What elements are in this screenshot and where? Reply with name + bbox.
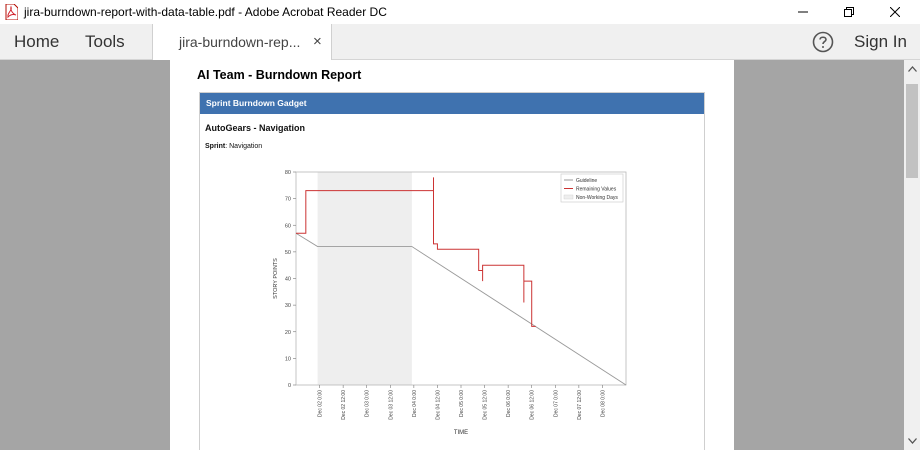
y-tick-label: 80 (285, 170, 291, 176)
vertical-scrollbar[interactable] (904, 60, 920, 450)
pdf-page: AI Team - Burndown Report Sprint Burndow… (170, 60, 734, 450)
title-bar: jira-burndown-report-with-data-table.pdf… (0, 0, 920, 24)
legend-swatch (563, 194, 574, 200)
non-working-band (317, 172, 412, 385)
y-tick-label: 50 (285, 250, 291, 256)
sprint-line: Sprint: Navigation (205, 143, 262, 150)
remaining-values-series (296, 177, 536, 327)
guideline-series (295, 232, 627, 386)
x-tick-label: Dec 08 0:00 (600, 390, 606, 417)
document-tab-label: jira-burndown-rep... (179, 34, 301, 50)
minimize-button[interactable] (780, 0, 826, 24)
chevron-down-icon (907, 438, 917, 444)
x-tick-label: Dec 03 0:00 (365, 390, 371, 417)
x-tick-label: Dec 02 12:00 (341, 390, 347, 420)
minimize-icon (798, 11, 808, 13)
restore-icon (844, 7, 854, 17)
restore-button[interactable] (826, 0, 872, 24)
x-tick-label: Dec 06 0:00 (506, 390, 512, 417)
x-axis-label: TIME (454, 430, 468, 436)
y-tick-label: 30 (285, 303, 291, 309)
legend-label: Non-Working Days (576, 195, 618, 201)
legend-label: Remaining Values (576, 186, 617, 192)
y-tick-label: 10 (285, 356, 291, 362)
y-tick-label: 20 (285, 330, 291, 336)
board-name: AutoGears - Navigation (205, 123, 306, 133)
pdf-file-icon (5, 4, 18, 20)
x-tick-label: Dec 03 12:00 (388, 390, 394, 420)
x-tick-label: Dec 04 0:00 (412, 390, 418, 417)
document-tab[interactable]: jira-burndown-rep... × (152, 24, 332, 61)
y-axis-label: STORY POINTS (273, 258, 279, 299)
tab-close-icon[interactable]: × (313, 33, 322, 50)
window-title: jira-burndown-report-with-data-table.pdf… (24, 5, 387, 19)
scroll-down-button[interactable] (904, 432, 920, 450)
y-tick-label: 60 (285, 223, 291, 229)
y-tick-label: 0 (288, 383, 291, 389)
x-tick-label: Dec 04 12:00 (435, 390, 441, 420)
sign-in-button[interactable]: Sign In (854, 32, 907, 51)
scroll-thumb[interactable] (906, 84, 918, 178)
y-tick-label: 40 (285, 277, 291, 283)
close-window-button[interactable] (872, 0, 918, 24)
x-tick-label: Dec 05 12:00 (483, 390, 489, 420)
help-icon[interactable] (812, 31, 834, 53)
document-viewer[interactable]: AI Team - Burndown Report Sprint Burndow… (0, 60, 904, 450)
burndown-gadget: Sprint Burndown Gadget AutoGears - Navig… (199, 92, 705, 450)
x-tick-label: Dec 05 0:00 (459, 390, 465, 417)
x-tick-label: Dec 06 12:00 (530, 390, 536, 420)
burndown-chart: 0 10 20 30 40 50 60 70 80 Dec 02 0:00 Dec 02 12:00… (273, 170, 627, 436)
scroll-up-button[interactable] (904, 60, 920, 78)
sprint-value: : Navigation (225, 143, 263, 150)
legend-label: Guideline (576, 178, 597, 184)
report-title: AI Team - Burndown Report (197, 68, 362, 82)
home-menu[interactable]: Home (14, 32, 60, 51)
x-tick-label: Dec 07 12:00 (577, 390, 583, 420)
close-icon (890, 7, 900, 17)
x-tick-label: Dec 07 0:00 (553, 390, 559, 417)
x-tick-label: Dec 02 0:00 (318, 390, 324, 417)
gadget-header: Sprint Burndown Gadget (200, 93, 704, 114)
chevron-up-icon (907, 66, 917, 72)
tools-menu[interactable]: Tools (85, 32, 125, 51)
sprint-label: Sprint (205, 143, 226, 150)
y-tick-label: 70 (285, 197, 291, 203)
menu-bar: Home Tools jira-burndown-rep... × Sign I… (0, 24, 920, 61)
